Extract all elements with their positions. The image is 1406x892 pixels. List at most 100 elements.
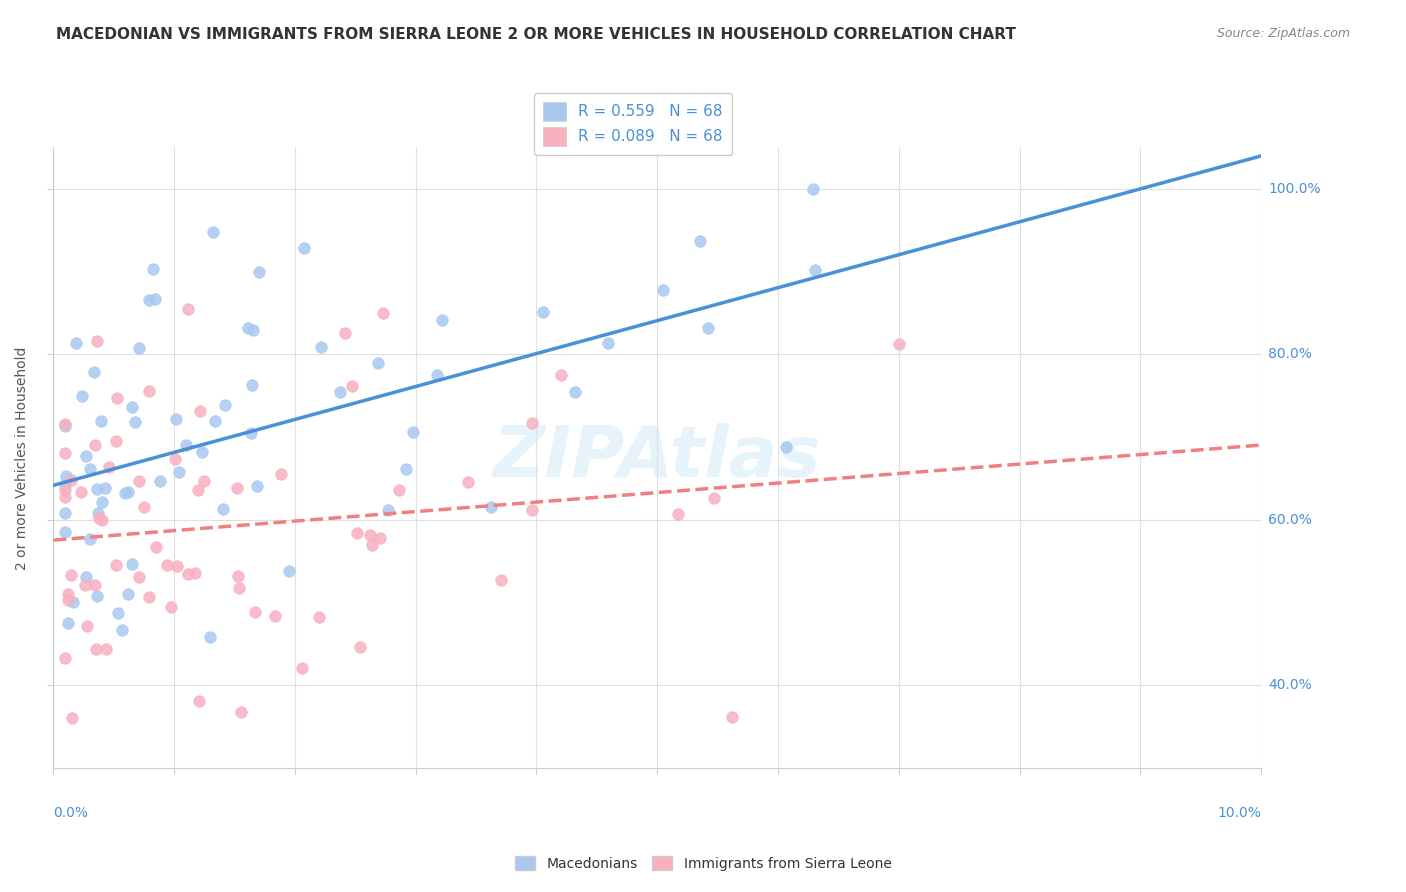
Point <box>522 417 544 431</box>
Point <box>90 513 112 527</box>
Point <box>804 262 827 277</box>
Point <box>107 606 129 620</box>
Point <box>128 475 150 489</box>
Point <box>246 479 269 493</box>
Point <box>242 323 264 337</box>
Point <box>225 481 247 495</box>
Point <box>214 398 236 412</box>
Point <box>94 641 117 656</box>
Point <box>70 389 93 403</box>
Point <box>187 694 209 708</box>
Point <box>240 377 263 392</box>
Point <box>240 425 263 440</box>
Point <box>359 527 381 541</box>
Point <box>138 384 160 399</box>
Point <box>668 507 690 521</box>
Point <box>278 564 301 578</box>
Point <box>212 501 235 516</box>
Point <box>65 335 87 350</box>
Point <box>457 475 479 489</box>
Point <box>430 312 453 326</box>
Point <box>156 558 179 573</box>
Point <box>368 531 391 545</box>
Text: Source: ZipAtlas.com: Source: ZipAtlas.com <box>1216 27 1350 40</box>
Point <box>889 336 911 351</box>
Point <box>229 705 252 719</box>
Point <box>94 481 117 495</box>
Point <box>270 467 292 481</box>
Point <box>801 182 824 196</box>
Point <box>775 440 797 454</box>
Point <box>97 460 120 475</box>
Point <box>58 593 80 607</box>
Legend: R = 0.559   N = 68, R = 0.089   N = 68: R = 0.559 N = 68, R = 0.089 N = 68 <box>534 93 733 154</box>
Point <box>79 533 101 547</box>
Point <box>60 473 83 487</box>
Point <box>60 568 83 582</box>
Point <box>76 619 98 633</box>
Point <box>191 445 214 459</box>
Point <box>163 452 186 467</box>
Point <box>596 336 619 351</box>
Text: 100.0%: 100.0% <box>1268 182 1320 196</box>
Point <box>56 615 79 630</box>
Point <box>291 661 314 675</box>
Point <box>55 490 77 504</box>
Point <box>105 558 128 573</box>
Text: 0.0%: 0.0% <box>53 805 89 820</box>
Point <box>87 511 110 525</box>
Point <box>342 379 364 393</box>
Point <box>87 507 110 521</box>
Point <box>55 507 77 521</box>
Point <box>73 578 96 592</box>
Point <box>86 334 108 348</box>
Point <box>696 320 718 334</box>
Point <box>247 264 270 278</box>
Point <box>367 355 389 369</box>
Point <box>245 605 267 619</box>
Point <box>55 483 77 498</box>
Point <box>149 474 172 488</box>
Text: 10.0%: 10.0% <box>1218 805 1261 820</box>
Point <box>564 385 586 400</box>
Point <box>193 475 215 489</box>
Point <box>388 483 411 497</box>
Point <box>141 262 163 277</box>
Point <box>204 414 226 428</box>
Point <box>138 591 160 605</box>
Point <box>263 608 285 623</box>
Point <box>55 650 77 665</box>
Point <box>550 368 572 383</box>
Point <box>134 500 156 515</box>
Point <box>479 500 502 514</box>
Point <box>56 587 79 601</box>
Point <box>335 326 357 340</box>
Point <box>55 469 77 483</box>
Point <box>361 538 384 552</box>
Point <box>111 623 134 637</box>
Point <box>121 400 143 414</box>
Point <box>55 417 77 431</box>
Point <box>86 590 108 604</box>
Point <box>128 341 150 355</box>
Point <box>371 306 394 320</box>
Point <box>117 587 139 601</box>
Point <box>308 610 330 624</box>
Point <box>329 385 352 400</box>
Point <box>346 526 368 541</box>
Point <box>349 640 371 654</box>
Point <box>79 461 101 475</box>
Point <box>689 234 711 248</box>
Legend: Macedonians, Immigrants from Sierra Leone: Macedonians, Immigrants from Sierra Leon… <box>509 850 897 876</box>
Point <box>165 412 187 426</box>
Point <box>143 292 166 306</box>
Point <box>55 477 77 491</box>
Point <box>114 485 136 500</box>
Point <box>60 711 83 725</box>
Point <box>174 437 197 451</box>
Point <box>84 438 107 452</box>
Point <box>159 599 181 614</box>
Point <box>401 425 423 440</box>
Point <box>169 465 191 479</box>
Point <box>177 566 200 581</box>
